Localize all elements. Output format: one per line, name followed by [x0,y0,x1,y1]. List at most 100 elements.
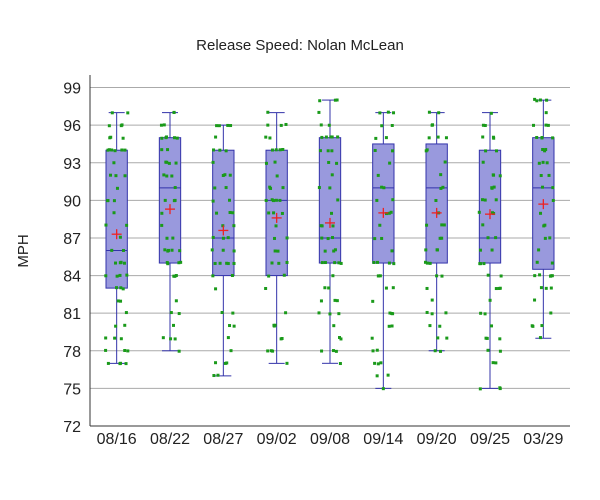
data-point [320,261,324,265]
data-point [214,361,218,365]
data-point [370,336,374,340]
data-point [326,237,330,241]
data-point [499,274,503,278]
data-point [228,173,232,177]
data-point [214,287,218,291]
data-point [221,236,225,240]
data-point [430,123,434,127]
data-point [166,249,170,253]
y-tick-label: 93 [63,156,81,173]
data-point [425,261,429,265]
data-point [535,260,539,264]
data-point [533,298,537,302]
data-point [331,349,335,353]
data-point [121,248,125,252]
data-point [274,198,278,202]
data-point [211,235,215,239]
data-point [390,324,394,328]
box-iqr [372,143,395,264]
y-tick-label: 87 [63,231,81,248]
data-point [330,173,334,177]
data-point [430,298,434,302]
data-point [380,124,384,128]
data-point [119,361,123,365]
data-point [270,261,274,265]
data-point [428,261,432,265]
data-point [535,135,539,139]
data-point [121,136,125,140]
data-point [423,260,427,264]
data-point [267,274,271,278]
data-point [372,260,376,264]
data-point [338,362,342,366]
data-point [107,124,111,128]
data-point [170,248,174,252]
data-point [387,261,391,265]
data-point [337,261,341,265]
data-point [116,299,120,303]
data-point [478,248,482,252]
data-point [392,111,396,115]
data-point [272,199,276,203]
data-point [375,198,379,202]
data-point [230,274,234,278]
data-point [390,312,394,316]
data-point [268,136,272,140]
data-point [434,198,438,202]
data-point [428,324,432,328]
data-point [391,198,395,202]
data-point [533,97,537,101]
data-point [226,123,230,127]
data-point [264,286,268,290]
data-point [274,148,278,152]
data-point [538,98,542,102]
data-point [388,311,392,315]
y-tick-label: 75 [63,381,81,398]
data-point [389,210,393,214]
data-point [159,123,163,127]
data-point [546,123,550,127]
data-point [382,186,386,190]
data-point [386,373,390,377]
data-point [270,148,274,152]
data-point [549,286,553,290]
data-point [332,249,336,253]
data-point [119,286,123,290]
data-point [388,161,392,165]
data-point [326,149,330,153]
data-point [165,261,169,265]
mean-marker [538,199,549,210]
data-point [123,323,127,327]
data-point [330,149,334,153]
mean-marker [165,204,175,215]
data-point [284,311,288,315]
data-point [179,260,183,264]
data-point [386,110,390,114]
data-point [541,148,545,152]
data-point [104,223,108,227]
data-point [215,124,219,128]
box-group [105,112,128,364]
data-point [110,111,114,115]
data-point [484,149,488,153]
data-point [162,173,166,177]
data-point [532,123,536,127]
data-point [545,161,549,165]
data-point [269,186,273,190]
data-point [264,135,268,139]
data-point [172,199,176,203]
data-point [177,312,181,316]
data-point [538,273,542,277]
data-point [115,186,119,190]
data-point [166,148,170,152]
data-point [481,223,485,227]
box-iqr [105,149,128,289]
data-point [109,173,113,177]
data-point [375,374,379,378]
data-point [490,248,494,252]
data-point [285,361,289,365]
data-point [320,349,324,353]
data-point [338,336,342,340]
data-point [538,336,542,340]
data-point [171,236,175,240]
